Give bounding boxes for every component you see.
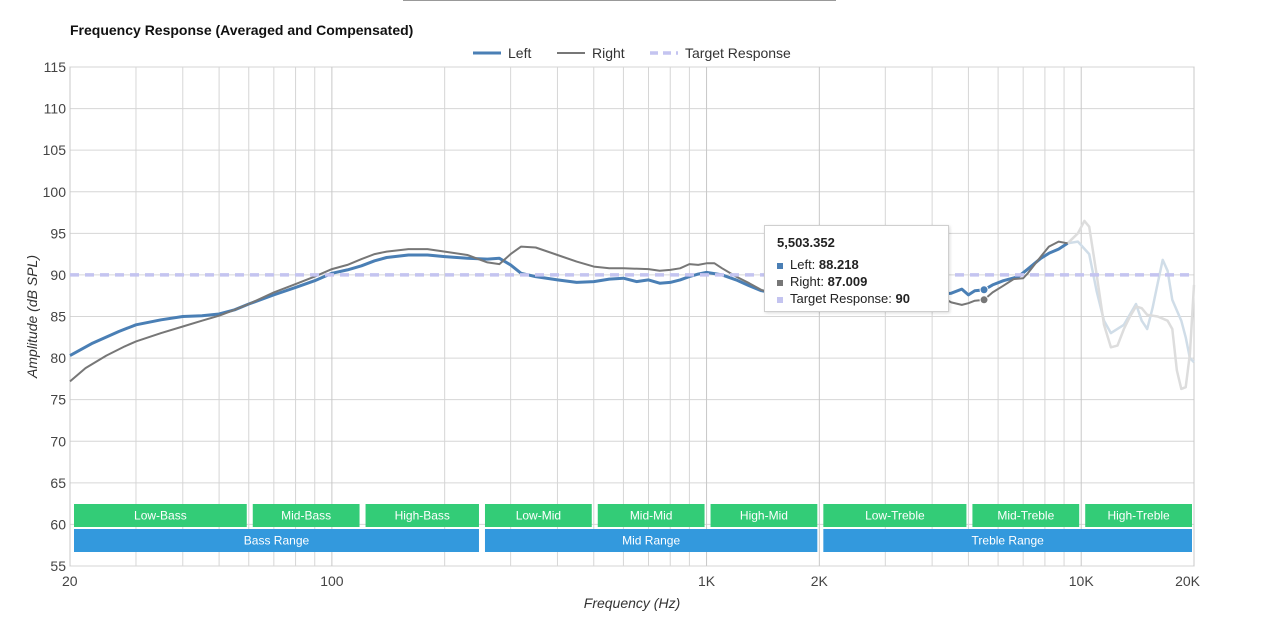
band-top-6 [823,504,967,527]
y-tick-label: 80 [50,350,66,366]
band-top-4 [597,504,705,527]
x-tick-label: 20 [62,573,78,589]
hover-point-right [979,295,989,305]
y-tick-label: 60 [50,516,66,532]
band-bottom-2-label: Treble Range [972,534,1045,548]
tooltip-row-right: Right: 87.009 [777,273,936,290]
band-bottom-0-label: Bass Range [244,534,310,548]
band-top-0 [74,504,247,527]
tooltip-target-label: Target Response: [790,291,892,306]
target-swatch [777,296,783,303]
band-top-3-label: Low-Mid [516,509,561,523]
x-tick-label: 20K [1175,573,1201,589]
hover-point-left [979,285,989,295]
x-tick-label: 1K [698,573,716,589]
y-tick-label: 90 [50,267,66,283]
left-swatch [777,262,783,269]
band-top-7 [972,504,1080,527]
x-tick-label: 2K [811,573,829,589]
legend-right-label: Right [592,45,625,61]
series-right-faded [1066,219,1196,391]
band-top-5 [710,504,818,527]
right-swatch [777,279,783,286]
band-bottom-2 [823,529,1192,552]
y-tick-label: 105 [43,142,67,158]
band-top-1-label: Mid-Bass [281,509,331,523]
band-bottom-1 [484,529,818,552]
tooltip-row-left: Left: 88.218 [777,256,936,273]
band-top-2-label: High-Bass [395,509,450,523]
x-axis-label: Frequency (Hz) [584,595,680,611]
band-top-1 [252,504,360,527]
band-bottom-0 [74,529,479,552]
tooltip-target-value: 90 [895,291,910,306]
legend-target-response-label: Target Response [685,45,791,61]
hover-tooltip: 5,503.352 Left: 88.218 Right: 87.009 Tar… [764,225,949,312]
tooltip-left-value: 88.218 [818,257,859,272]
y-tick-label: 100 [43,184,67,200]
y-tick-label: 115 [44,59,67,75]
series-right-line [69,240,1068,383]
tooltip-frequency: 5,503.352 [777,235,835,250]
y-tick-label: 95 [50,225,66,241]
y-tick-label: 85 [50,309,66,325]
band-top-7-label: Mid-Treble [997,509,1054,523]
tooltip-left-label: Left: [790,257,816,272]
band-top-3 [484,504,592,527]
band-top-8-label: High-Treble [1107,509,1170,523]
band-top-6-label: Low-Treble [865,509,925,523]
y-tick-label: 110 [44,101,67,117]
band-top-2 [365,504,479,527]
band-bottom-1-label: Mid Range [622,534,680,548]
tooltip-row-target: Target Response: 90 [777,290,936,307]
y-tick-label: 65 [50,475,66,491]
legend-left-label: Left [508,45,531,61]
tooltip-right-value: 87.009 [827,274,868,289]
series-left-line [69,242,1069,357]
band-top-5-label: High-Mid [740,509,788,523]
y-tick-label: 55 [50,558,66,574]
x-tick-label: 100 [320,573,344,589]
tooltip-right-label: Right: [790,274,824,289]
y-tick-label: 75 [50,392,66,408]
y-tick-label: 70 [50,433,66,449]
top-divider [403,0,836,1]
series-left-faded [1067,240,1195,364]
band-top-0-label: Low-Bass [134,509,187,523]
band-top-8 [1085,504,1192,527]
x-tick-label: 10K [1069,573,1095,589]
y-axis-label: Amplitude (dB SPL) [24,255,40,379]
band-top-4-label: Mid-Mid [630,509,673,523]
chart-title: Frequency Response (Averaged and Compens… [70,22,414,38]
